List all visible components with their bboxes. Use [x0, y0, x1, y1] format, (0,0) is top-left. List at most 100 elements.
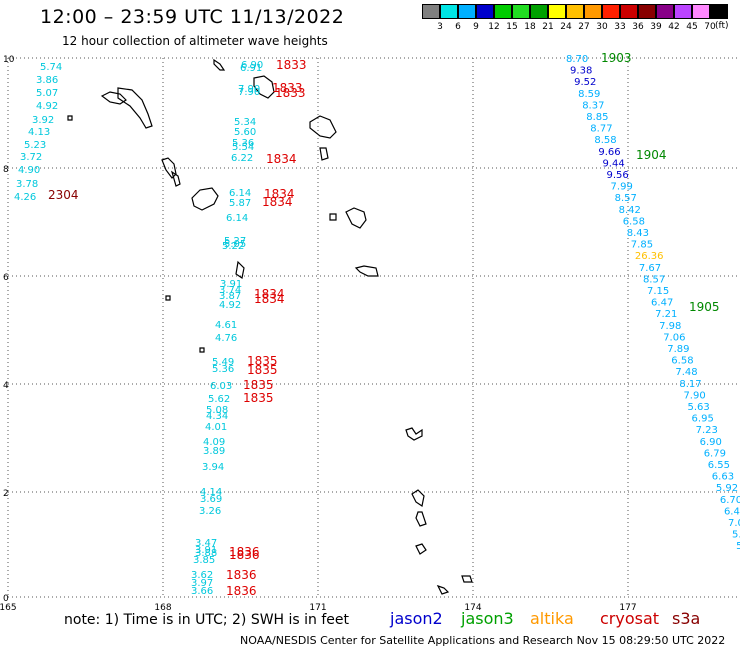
- track-value: 5.23: [24, 140, 46, 151]
- scale-label: 3: [437, 22, 443, 32]
- time-label: 1835: [247, 363, 278, 377]
- scale-swatch: [656, 4, 674, 19]
- time-label: 2304: [48, 188, 79, 202]
- track-value: 6.79: [704, 448, 726, 459]
- scale-swatch: [710, 4, 728, 19]
- track-value: 3.72: [20, 152, 42, 163]
- track-value: 5.98: [732, 530, 740, 541]
- track-value: 3.88: [195, 548, 217, 559]
- track-value: 9.44: [602, 158, 624, 169]
- scale-label: 33: [614, 22, 626, 32]
- track-value: 8.85: [586, 112, 608, 123]
- scale-swatch: [692, 4, 710, 19]
- satellite-legend-item: jason2: [390, 609, 443, 628]
- track-value: 9.38: [570, 66, 592, 77]
- scale-label: 12: [488, 22, 500, 32]
- scale-label: 42: [668, 22, 680, 32]
- island-outline: [213, 58, 226, 71]
- island-outline: [319, 147, 329, 161]
- track-value: 5.22: [222, 241, 244, 252]
- time-label: 1834: [266, 152, 297, 166]
- track-value: 7.67: [639, 263, 661, 274]
- scale-swatch: [674, 4, 692, 19]
- time-label: 1835: [243, 378, 274, 392]
- track-value: 3.74: [219, 285, 241, 296]
- lon-tick-label: 174: [464, 603, 481, 613]
- track-value: 7.48: [675, 367, 697, 378]
- scale-swatch: [530, 4, 548, 19]
- time-label: 1833: [272, 81, 303, 95]
- track-value: 3.47: [195, 538, 217, 549]
- track-value: 7.90: [238, 87, 260, 98]
- track-value: 8.17: [679, 379, 701, 390]
- track-value: 4.61: [215, 320, 237, 331]
- track-value: 5.07: [36, 88, 58, 99]
- track-value: 4.90: [18, 165, 40, 176]
- track-value: 6.47: [651, 298, 673, 309]
- time-label: 1834: [264, 187, 295, 201]
- island-outline: [354, 265, 379, 277]
- track-value: 6.95: [692, 414, 714, 425]
- chart-subtitle: 12 hour collection of altimeter wave hei…: [62, 34, 328, 48]
- island-outline: [345, 207, 367, 229]
- island-outline: [67, 115, 73, 121]
- track-value: 8.57: [643, 274, 665, 285]
- scale-label: 24: [560, 22, 572, 32]
- track-value: 4.09: [203, 437, 225, 448]
- track-value: 9.56: [607, 170, 629, 181]
- island-outline: [329, 213, 337, 221]
- track-value: 6.91: [240, 63, 262, 74]
- track-value: 6.70: [720, 495, 740, 506]
- scale-label: 21: [542, 22, 554, 32]
- scale-label: 27: [578, 22, 590, 32]
- track-value: 7.06: [663, 332, 685, 343]
- track-value: 6.14: [226, 213, 248, 224]
- scale-swatch: [494, 4, 512, 19]
- time-label: 1834: [254, 292, 285, 306]
- track-value: 3.69: [200, 494, 222, 505]
- track-value: 7.85: [631, 240, 653, 251]
- track-value: 8.58: [594, 135, 616, 146]
- track-value: 3.62: [191, 570, 213, 581]
- track-value: 6.03: [210, 381, 232, 392]
- track-value: 4.13: [28, 127, 50, 138]
- time-label: 1833: [276, 58, 307, 72]
- track-value: 6.48: [724, 506, 740, 517]
- track-value: 3.86: [36, 75, 58, 86]
- track-value: 8.59: [578, 89, 600, 100]
- track-value: 4.76: [215, 333, 237, 344]
- track-value: 5.63: [688, 402, 710, 413]
- time-label: 1836: [229, 545, 260, 559]
- credit-line: NOAA/NESDIS Center for Satellite Applica…: [240, 634, 726, 647]
- track-value: 4.14: [200, 487, 222, 498]
- island-outline: [415, 543, 427, 555]
- island-outline: [461, 575, 473, 583]
- track-value: 3.78: [16, 179, 38, 190]
- track-value: 6.90: [700, 437, 722, 448]
- track-value: 9.52: [574, 77, 596, 88]
- lat-tick-label: 8: [3, 165, 9, 175]
- scale-label: 6: [455, 22, 461, 32]
- track-value: 5.08: [206, 405, 228, 416]
- track-value: 3.92: [32, 115, 54, 126]
- track-value: 6.58: [623, 216, 645, 227]
- track-value: 8.37: [582, 100, 604, 111]
- scale-swatch: [548, 4, 566, 19]
- track-value: 6.58: [671, 356, 693, 367]
- track-value: 7.90: [683, 390, 705, 401]
- track-value: 6.14: [229, 188, 251, 199]
- scale-swatch: [440, 4, 458, 19]
- track-value: 8.70: [566, 54, 588, 65]
- track-value: 6.90: [241, 60, 263, 71]
- time-label: 1836: [226, 584, 257, 598]
- map-grid: 165 168 171 174 177 0 2 4 6 8 10: [0, 55, 740, 613]
- track-value: 3.66: [191, 586, 213, 597]
- track-value: 3.97: [191, 578, 213, 589]
- scale-swatch: [638, 4, 656, 19]
- track-value: 6.63: [712, 472, 734, 483]
- track-value: 3.26: [199, 506, 221, 517]
- scale-label: 15: [506, 22, 518, 32]
- scale-swatch: [476, 4, 494, 19]
- time-label: 1834: [262, 195, 293, 209]
- lat-tick-label: 0: [3, 594, 9, 604]
